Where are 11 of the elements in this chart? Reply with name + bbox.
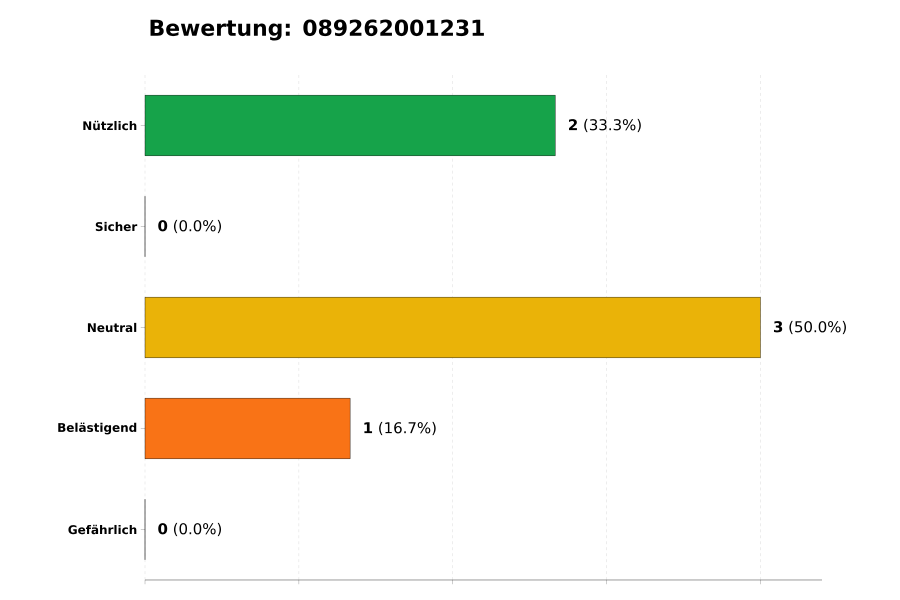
y-tick-label: Gefährlich (68, 524, 136, 534)
chart-title: Bewertung: 089262001231 (150, 19, 484, 40)
data-label: 3 (50.0%) (774, 320, 846, 334)
data-label: 2 (33.3%) (569, 118, 641, 132)
data-label: 1 (16.7%) (364, 422, 436, 436)
y-tick-label: Neutral (88, 322, 136, 332)
y-tick-label: Sicher (96, 222, 138, 232)
y-tick-label: Nützlich (83, 120, 136, 130)
data-label: 0 (0.0%) (158, 522, 222, 536)
data-label: 0 (0.0%) (158, 220, 222, 234)
y-tick-label: Belästigend (58, 422, 136, 434)
